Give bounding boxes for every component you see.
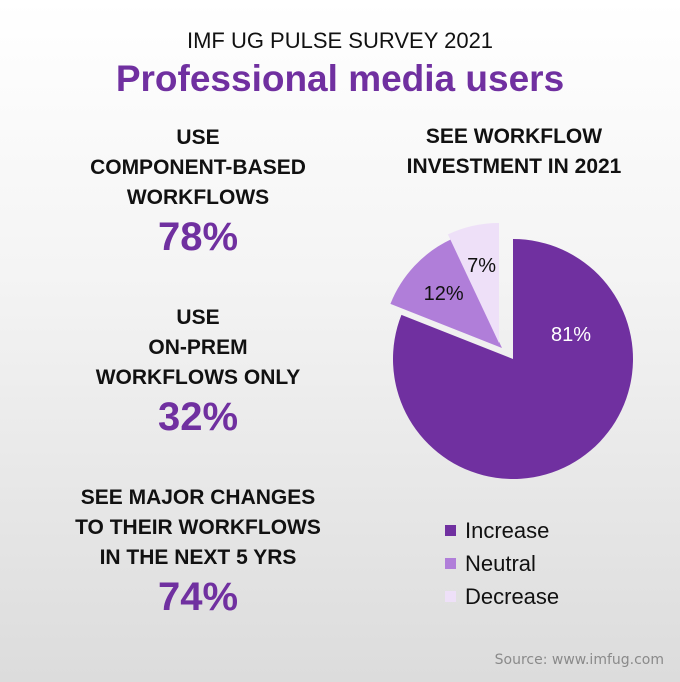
pie-label-decrease: 7% [467, 255, 496, 277]
legend-swatch-increase [445, 525, 456, 536]
legend-item-increase: Increase [445, 514, 559, 547]
stat-value: 32% [157, 395, 239, 439]
stat-component-based: USE COMPONENT-BASED WORKFLOWS 78% [20, 123, 376, 259]
source-note: Source: www.imfug.com [494, 652, 664, 668]
pie-label-increase: 81% [551, 324, 591, 346]
pie-slice-neutral [390, 239, 502, 348]
legend-label: Increase [465, 517, 550, 543]
chart-legend: Increase Neutral Decrease [445, 514, 559, 613]
stat-on-prem: USE ON-PREM WORKFLOWS ONLY 32% [20, 303, 376, 439]
legend-label: Decrease [465, 583, 560, 609]
stat-label: USE COMPONENT-BASED WORKFLOWS [90, 126, 306, 209]
legend-label: Neutral [465, 550, 536, 576]
stat-major-changes: SEE MAJOR CHANGES TO THEIR WORKFLOWS IN … [20, 483, 376, 619]
legend-swatch-decrease [445, 591, 456, 602]
stat-label: SEE MAJOR CHANGES TO THEIR WORKFLOWS IN … [75, 486, 321, 569]
pie-slice-decrease [447, 223, 499, 343]
legend-swatch-neutral [445, 558, 456, 569]
page-title: Professional media users [115, 58, 565, 99]
legend-item-decrease: Decrease [445, 580, 559, 613]
pie-label-neutral: 12% [424, 283, 464, 305]
survey-title: IMF UG PULSE SURVEY 2021 [186, 28, 494, 53]
legend-item-neutral: Neutral [445, 547, 559, 580]
chart-title: SEE WORKFLOW INVESTMENT IN 2021 [406, 125, 622, 178]
stat-value: 78% [157, 215, 239, 259]
stat-value: 74% [157, 575, 239, 619]
pie-slice-increase [392, 239, 634, 479]
stat-label: USE ON-PREM WORKFLOWS ONLY [95, 306, 301, 389]
